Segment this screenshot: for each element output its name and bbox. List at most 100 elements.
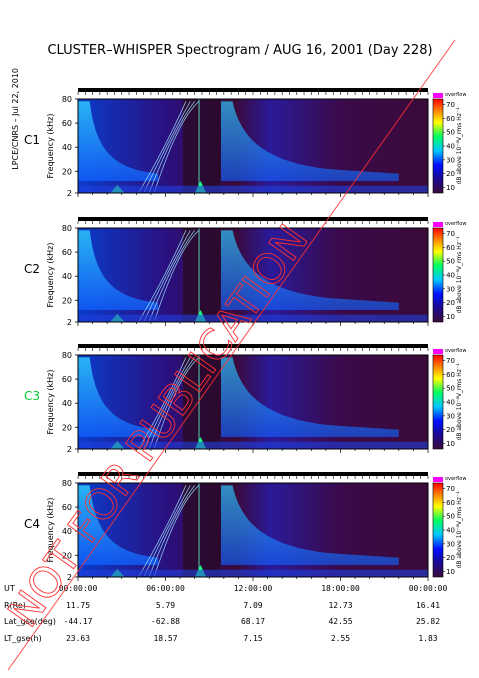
narrowband-tone — [138, 101, 187, 192]
ephemeris-value: 23.63 — [66, 634, 90, 643]
colorbar-tick-label: 40 — [446, 399, 455, 407]
colorbar-label: dB above 10⁻⁸V_rms Hz⁻¹ — [456, 363, 463, 441]
chart-title: CLUSTER–WHISPER Spectrogram / AUG 16, 20… — [47, 43, 432, 58]
colorbar-overflow-swatch — [433, 477, 443, 482]
panels-group: 2 20 40 60 80 Frequency (kHz) C1 overflow 10 20 30… — [24, 88, 466, 582]
narrowband-tone — [154, 357, 200, 448]
low-freq-band — [78, 441, 428, 449]
colorbar-tick-label: 20 — [446, 299, 455, 307]
y-axis-label: Frequency (kHz) — [46, 114, 55, 179]
narrowband-tone — [143, 101, 191, 192]
perigee-gap — [183, 483, 221, 577]
colorbar-tick-label: 50 — [446, 129, 455, 137]
colorbar — [432, 98, 444, 194]
narrowband-tone — [138, 357, 187, 448]
colorbar — [432, 354, 444, 450]
narrowband-tone — [149, 230, 195, 321]
narrowband-tone — [154, 101, 200, 192]
narrowband-tone — [149, 357, 195, 448]
colorbar — [432, 482, 444, 578]
colorbar-label: dB above 10⁻⁸V_rms Hz⁻¹ — [456, 107, 463, 185]
ephemeris-row-label: R(Re) — [4, 601, 26, 610]
emission-band-late — [220, 357, 399, 437]
colorbar-overflow-label: overflow — [445, 92, 466, 98]
perigee-gap — [183, 99, 221, 193]
narrowband-tone — [143, 485, 191, 576]
colorbar-label: dB above 10⁻⁸V_rms Hz⁻¹ — [456, 236, 463, 314]
emission-band-late — [220, 230, 399, 310]
status-bar — [78, 217, 428, 221]
colorbar-label: dB above 10⁻⁸V_rms Hz⁻¹ — [456, 491, 463, 569]
narrowband-tone — [149, 485, 195, 576]
emission-band-late — [220, 485, 399, 565]
ephemeris-value: 68.17 — [241, 617, 265, 626]
colorbar-tick-label: 50 — [446, 513, 455, 521]
colorbar-tick-label: 60 — [446, 244, 455, 252]
x-tick-label: 00:00:00 — [59, 584, 98, 593]
y-tick-label: 40 — [62, 143, 72, 152]
colorbar-tick-label: 50 — [446, 258, 455, 266]
ephemeris-value: 12.73 — [328, 601, 352, 610]
low-freq-band — [78, 314, 428, 322]
ephemeris-value: -62.88 — [151, 617, 180, 626]
y-axis-label: Frequency (kHz) — [46, 498, 55, 563]
colorbar-tick-label: 70 — [446, 357, 455, 365]
x-tick-label: 00:00:00 — [409, 584, 448, 593]
spacecraft-label: C1 — [24, 133, 40, 147]
colorbar — [432, 227, 444, 323]
ephemeris-value: 18.57 — [153, 634, 177, 643]
y-tick-label: 40 — [62, 399, 72, 408]
narrowband-tone — [143, 230, 191, 321]
ephemeris-value: 5.79 — [156, 601, 175, 610]
colorbar-tick-label: 20 — [446, 170, 455, 178]
y-tick-label: 80 — [62, 224, 72, 233]
panel-c3: 2 20 40 60 80 Frequency (kHz) C3 overflow 10 20 30… — [24, 344, 466, 454]
ephemeris-value: 1.83 — [418, 634, 437, 643]
ephemeris-value: -44.17 — [64, 617, 93, 626]
narrowband-tone — [149, 101, 195, 192]
colorbar-tick-label: 30 — [446, 285, 455, 293]
narrowband-tone — [154, 230, 200, 321]
y-tick-label: 80 — [62, 479, 72, 488]
y-tick-label: 80 — [62, 351, 72, 360]
ephemeris-row-label: Lat_gse(deg) — [4, 617, 56, 626]
y-tick-label: 2 — [67, 318, 72, 327]
y-tick-label: 60 — [62, 503, 72, 512]
x-tick-label: 18:00:00 — [321, 584, 360, 593]
y-tick-label: 60 — [62, 375, 72, 384]
colorbar-tick-label: 40 — [446, 272, 455, 280]
y-tick-label: 40 — [62, 272, 72, 281]
y-tick-label: 60 — [62, 119, 72, 128]
colorbar-tick-label: 10 — [446, 568, 455, 576]
y-tick-label: 20 — [62, 551, 72, 560]
colorbar-tick-label: 10 — [446, 440, 455, 448]
colorbar-tick-label: 20 — [446, 426, 455, 434]
colorbar-tick-label: 70 — [446, 101, 455, 109]
emission-band-early — [78, 101, 159, 181]
y-axis-label: Frequency (kHz) — [46, 370, 55, 435]
status-bar — [78, 472, 428, 476]
colorbar-tick-label: 30 — [446, 540, 455, 548]
x-tick-label: 06:00:00 — [146, 584, 185, 593]
narrowband-tone — [143, 357, 191, 448]
y-tick-label: 20 — [62, 423, 72, 432]
y-tick-label: 2 — [67, 445, 72, 454]
emission-band-early — [78, 230, 159, 310]
colorbar-tick-label: 70 — [446, 485, 455, 493]
low-freq-band — [78, 185, 428, 193]
perigee-gap — [183, 228, 221, 322]
status-bar — [78, 344, 428, 348]
panel-c4: 2 20 40 60 80 Frequency (kHz) C4 overflow 10 20 30… — [24, 472, 466, 582]
low-freq-band — [78, 569, 428, 577]
colorbar-overflow-label: overflow — [445, 348, 466, 354]
status-bar — [78, 88, 428, 92]
colorbar-tick-label: 60 — [446, 499, 455, 507]
spacecraft-label: C2 — [24, 262, 40, 276]
narrowband-tone — [138, 230, 187, 321]
y-tick-label: 80 — [62, 95, 72, 104]
ephemeris-value: 16.41 — [416, 601, 440, 610]
y-tick-label: 40 — [62, 527, 72, 536]
colorbar-tick-label: 10 — [446, 184, 455, 192]
panel-c2: 2 20 40 60 80 Frequency (kHz) C2 overflow 10 20 30… — [24, 217, 466, 327]
